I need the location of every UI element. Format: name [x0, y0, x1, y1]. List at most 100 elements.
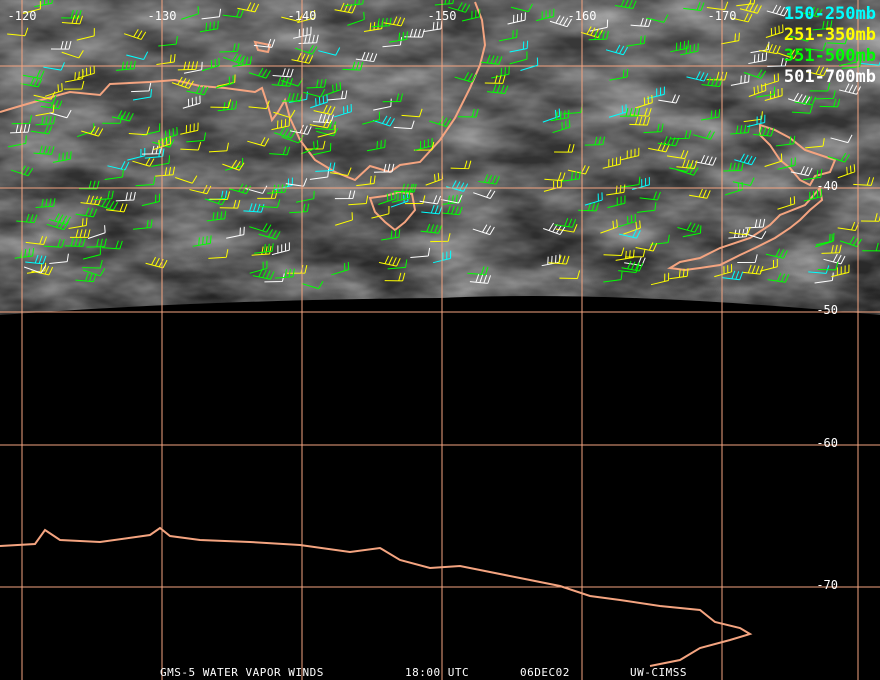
wind-barb	[217, 74, 236, 87]
wind-barb	[803, 188, 822, 202]
wind-barb	[271, 242, 290, 256]
wind-barb	[316, 127, 339, 137]
wind-barb	[258, 229, 281, 240]
wind-barb	[219, 43, 240, 53]
wind-barb	[862, 242, 880, 252]
wind-barb	[643, 123, 664, 134]
wind-barb	[312, 143, 332, 156]
wind-barb	[615, 249, 635, 261]
wind-barb	[309, 119, 332, 129]
wind-barb	[657, 136, 680, 147]
wind-barb	[584, 192, 603, 206]
wind-barb	[61, 50, 84, 59]
wind-barb	[450, 160, 472, 170]
wind-barb	[419, 195, 442, 205]
wind-barb	[625, 248, 646, 258]
wind-barb	[171, 76, 194, 89]
wind-barb	[776, 49, 799, 59]
wind-barb	[222, 8, 244, 18]
wind-barb	[35, 198, 56, 208]
wind-barb	[608, 104, 627, 118]
wind-barb	[734, 153, 757, 166]
wind-barb	[686, 71, 709, 82]
wind-barb	[839, 83, 862, 95]
wind-barb	[404, 28, 425, 38]
wind-barb	[334, 2, 357, 14]
wind-barb	[764, 153, 783, 167]
wind-barb	[706, 71, 728, 81]
wind-barb	[748, 52, 768, 65]
wind-barb	[80, 195, 102, 206]
wind-barb	[737, 254, 758, 264]
wind-barb	[201, 57, 220, 72]
wind-barb	[356, 175, 376, 187]
longitude-label: -120	[8, 9, 37, 23]
wind-barb	[658, 94, 680, 104]
wind-barb	[701, 109, 721, 121]
wind-barb	[777, 157, 796, 170]
wind-barb	[821, 244, 842, 254]
wind-barb	[123, 29, 147, 40]
wind-barb	[682, 225, 702, 238]
wind-barb	[421, 204, 443, 215]
wind-barb	[618, 213, 636, 228]
wind-barb	[215, 75, 234, 89]
wind-barb	[766, 4, 789, 17]
wind-barb	[208, 142, 229, 153]
wind-barb	[243, 203, 265, 213]
wind-barb	[777, 196, 796, 210]
wind-barb	[228, 183, 251, 195]
wind-barb	[839, 236, 863, 248]
wind-barb	[25, 254, 47, 265]
wind-barb	[151, 155, 171, 167]
wind-barb	[34, 95, 57, 104]
wind-barb	[175, 175, 198, 184]
legend-label: 251-350mb	[784, 25, 876, 45]
wind-barb	[273, 126, 297, 139]
wind-barb	[554, 143, 575, 153]
wind-barb	[116, 60, 136, 71]
wind-barb	[273, 109, 296, 119]
wind-barb	[158, 36, 178, 47]
wind-barb	[78, 180, 100, 190]
wind-barb	[721, 32, 740, 45]
wind-barb	[648, 142, 670, 153]
wind-barb	[461, 9, 481, 22]
wind-barb	[804, 42, 827, 52]
wind-barb	[64, 237, 86, 247]
wind-barb	[248, 100, 270, 110]
wind-barb	[548, 255, 570, 265]
wind-barb	[393, 120, 415, 130]
wind-barb	[588, 31, 609, 41]
wind-barb	[689, 188, 711, 199]
wind-barb	[300, 140, 319, 155]
wind-barb	[303, 88, 326, 98]
wind-barb	[767, 57, 788, 67]
wind-barb	[318, 47, 341, 56]
wind-barb	[251, 245, 272, 256]
wind-barb	[8, 135, 27, 148]
wind-barb	[809, 82, 831, 92]
wind-barb	[730, 13, 753, 23]
wind-barb	[40, 99, 63, 110]
wind-barb	[507, 12, 526, 25]
wind-barb	[52, 151, 72, 163]
wind-barb	[76, 123, 95, 138]
wind-barb	[145, 256, 168, 269]
wind-barb	[378, 255, 401, 267]
wind-barb	[81, 125, 104, 137]
wind-barb	[253, 38, 276, 48]
wind-barb	[271, 118, 291, 131]
wind-barb	[561, 170, 581, 182]
wind-barb	[34, 0, 53, 8]
wind-barb	[764, 87, 783, 101]
wind-barb	[618, 229, 641, 239]
wind-barb	[135, 176, 156, 187]
wind-barb	[680, 43, 699, 56]
wind-barb	[378, 191, 396, 205]
wind-barb	[285, 178, 308, 187]
wind-barb	[759, 258, 778, 272]
wind-barb	[156, 54, 176, 66]
wind-barb	[131, 82, 152, 93]
